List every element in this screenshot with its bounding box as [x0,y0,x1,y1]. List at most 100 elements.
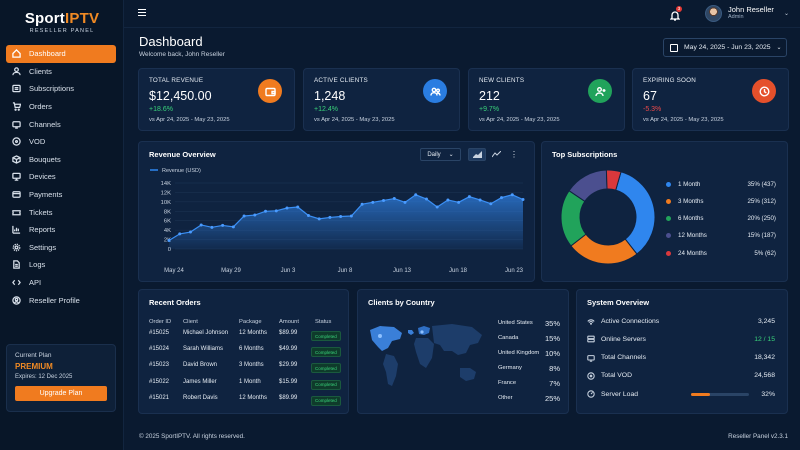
data-point[interactable] [435,205,439,209]
active-clients-card: ACTIVE CLIENTS 1,248 +12.4% vs Apr 24, 2025… [303,68,460,131]
wallet-icon [258,79,282,103]
data-point[interactable] [296,205,300,209]
table-row[interactable]: #15025 Michael Johnson 12 Months $89.99 Comp… [139,330,349,346]
y-tick-label: 12K [161,190,171,196]
data-point[interactable] [500,196,504,200]
sidebar-item-bouquets[interactable]: Bouquets [6,151,116,169]
subscriptions-donut-chart [560,169,656,265]
line-chart-toggle[interactable] [487,148,505,161]
sidebar-item-reports[interactable]: Reports [6,221,116,239]
data-point[interactable] [478,198,482,202]
donut-slice[interactable] [605,169,622,191]
system-row: Server Load 32% [587,386,775,402]
country-row: United Kingdom 10% [498,346,560,360]
table-cell: $89.99 [279,330,298,336]
data-point[interactable] [188,230,192,234]
data-point[interactable] [178,232,182,236]
column-header: Client [183,319,198,325]
sidebar-item-subscriptions[interactable]: Subscriptions [6,80,116,98]
table-row[interactable]: #15021 Robert Davis 12 Months $89.99 Complet… [139,395,349,411]
data-point[interactable] [199,223,203,227]
chevron-down-icon[interactable]: ⌄ [784,11,790,17]
x-tick-label: Jun 18 [449,268,468,274]
sidebar-item-tickets[interactable]: Tickets [6,203,116,221]
film-icon [12,137,21,146]
data-point[interactable] [360,202,364,206]
brand-logo[interactable]: SportIPTV RESELLER PANEL [0,10,124,34]
table-row[interactable]: #15023 David Brown 3 Months $29.99 Completed [139,362,349,378]
sidebar-item-label: VOD [29,137,46,147]
date-range-picker[interactable]: May 24, 2025 - Jun 23, 2025 ⌄ [663,38,787,57]
sidebar-item-orders[interactable]: Orders [6,98,116,116]
data-point[interactable] [339,214,343,218]
period-value: Daily [427,151,441,158]
data-point[interactable] [489,202,493,206]
sidebar-item-payments[interactable]: Payments [6,186,116,204]
country-percent: 10% [544,348,560,358]
period-select[interactable]: Daily ⌄ [420,148,461,161]
data-point[interactable] [317,217,321,221]
data-point[interactable] [457,200,461,204]
data-point[interactable] [521,198,525,201]
data-point[interactable] [446,198,450,202]
data-point[interactable] [510,193,514,197]
avatar[interactable] [705,5,722,22]
sidebar-item-logs[interactable]: Logs [6,256,116,274]
area-chart-toggle[interactable] [468,148,486,161]
user-name[interactable]: John Reseller [728,5,774,14]
table-row[interactable]: #15024 Sarah Williams 6 Months $49.99 Comple… [139,346,349,362]
top-subscriptions-card: Top Subscriptions 1 Month 35% (437) 3 Mont… [541,141,788,282]
subscriptions-title: Top Subscriptions [552,150,618,159]
subscription-legend-item: 24 Months 5% (62) [666,248,776,258]
system-label: Total Channels [601,354,646,362]
data-point[interactable] [349,214,353,218]
data-point[interactable] [424,197,428,201]
sidebar-item-settings[interactable]: Settings [6,239,116,257]
notifications-button[interactable]: 3 [669,6,682,21]
table-row[interactable]: #15022 James Miller 1 Month $15.99 Completed [139,379,349,395]
data-point[interactable] [274,209,278,213]
data-point[interactable] [210,225,214,229]
sidebar-item-reseller-profile[interactable]: Reseller Profile [6,291,116,309]
donut-slice[interactable] [615,171,656,255]
data-point[interactable] [264,209,268,213]
world-map [370,324,482,386]
data-point[interactable] [467,195,471,199]
data-point[interactable] [167,239,171,243]
system-row: Online Servers 12 / 15 [587,331,775,347]
data-point[interactable] [414,193,418,197]
sidebar-item-clients[interactable]: Clients [6,63,116,81]
data-point[interactable] [306,214,310,218]
upgrade-plan-button[interactable]: Upgrade Plan [15,386,107,401]
sidebar-item-dashboard[interactable]: Dashboard [6,45,116,63]
sidebar-item-vod[interactable]: VOD [6,133,116,151]
page-title: Dashboard [139,34,203,49]
table-cell: Michael Johnson [183,330,229,336]
sidebar-item-label: Logs [29,260,46,270]
total-revenue-card: TOTAL REVENUE $12,450.00 +18.6% vs Apr 24, … [138,68,295,131]
data-point[interactable] [382,198,386,202]
chevron-down-icon: ⌄ [448,152,454,158]
data-point[interactable] [392,197,396,201]
user-role: Admin [728,14,744,20]
sidebar-item-api[interactable]: API [6,274,116,292]
date-range-text: May 24, 2025 - Jun 23, 2025 [684,44,771,51]
system-label: Server Load [601,390,639,398]
stat-change: +18.6% [149,106,173,113]
more-options-icon[interactable]: ⋮ [510,150,518,159]
data-point[interactable] [371,200,375,204]
country-row: Canada 15% [498,331,560,345]
sidebar-item-devices[interactable]: Devices [6,168,116,186]
film-icon [587,372,595,380]
data-point[interactable] [221,223,225,227]
data-point[interactable] [403,200,407,204]
data-point[interactable] [242,214,246,218]
data-point[interactable] [253,213,257,217]
menu-icon[interactable] [138,9,146,16]
revenue-overview-card: Revenue Overview Daily ⌄ ⋮ Revenue (USD) 0… [138,141,535,282]
sidebar-item-channels[interactable]: Channels [6,115,116,133]
data-point[interactable] [231,225,235,229]
server-load-fill [691,392,710,396]
data-point[interactable] [285,206,289,210]
data-point[interactable] [328,215,332,219]
